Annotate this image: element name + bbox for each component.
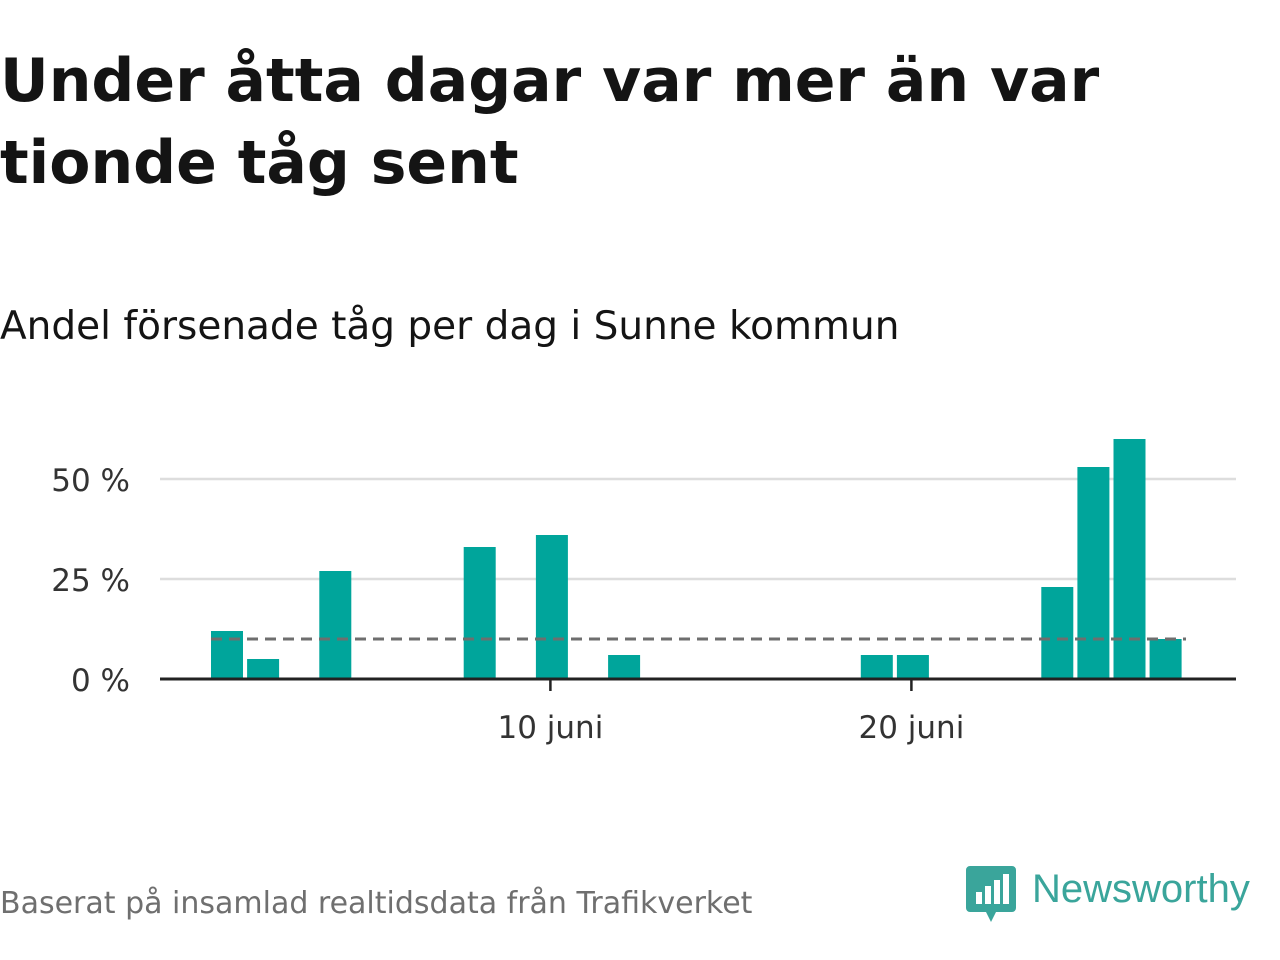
x-tick-label: 20 juni [858,710,964,746]
brand-name: Newsworthy [1032,867,1250,911]
bar [247,659,280,679]
x-axis [160,677,1236,691]
y-tick-label: 25 % [51,563,130,599]
bar-chart: 0 % 25 % 50 % 10 juni 20 juni [51,439,1236,746]
bar [860,655,893,679]
bar [463,547,496,679]
bar [319,571,352,679]
bar [1113,439,1146,679]
bar [896,655,929,679]
chart-title: Under åtta dagar var mer än var tionde t… [0,46,1100,198]
bars [211,439,1182,679]
bar [608,655,641,679]
x-tick-label: 10 juni [497,710,603,746]
bar [1077,467,1110,679]
y-tick-label: 0 % [71,663,130,699]
source-note: Baserat på insamlad realtidsdata från Tr… [0,886,753,921]
bar [1041,587,1074,679]
y-tick-label: 50 % [51,463,130,499]
y-axis-tick-labels: 0 % 25 % 50 % [51,463,130,699]
newsworthy-logo-icon [966,866,1016,922]
bar [535,535,568,679]
gridlines [160,477,1236,581]
bar [1149,639,1182,679]
x-axis-tick-labels: 10 juni 20 juni [497,710,964,746]
chart-subtitle: Andel försenade tåg per dag i Sunne komm… [0,304,900,349]
